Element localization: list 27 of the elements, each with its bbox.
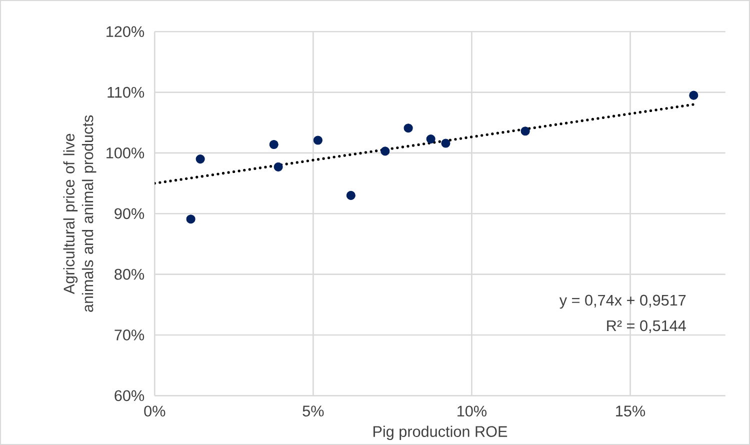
- point: [520, 126, 530, 136]
- point: [426, 134, 436, 144]
- annotation: R² = 0,5144: [607, 320, 686, 333]
- x-tick-label: 15%: [616, 406, 646, 416]
- point: [441, 138, 450, 148]
- point: [346, 190, 356, 200]
- point: [186, 214, 196, 224]
- x-axis-title: Pig production ROE: [374, 426, 508, 440]
- y-tick-label: 100%: [106, 148, 144, 158]
- point: [689, 90, 698, 100]
- y-tick-label: 90%: [114, 208, 144, 220]
- point: [274, 162, 283, 172]
- y-tick-label: 80%: [114, 268, 144, 280]
- y-tick-label: 120%: [106, 26, 144, 38]
- point: [380, 146, 390, 156]
- y-axis-title: Agricultural price of live animals and animal products: [63, 115, 96, 312]
- y-tick-label: 60%: [114, 390, 144, 402]
- x-tick-label: 10%: [458, 406, 487, 417]
- x-tick-label: 0%: [144, 406, 166, 417]
- point: [404, 124, 413, 133]
- y-tick-label: 70%: [114, 330, 144, 340]
- x-tick-label: 5%: [302, 406, 324, 416]
- point: [313, 136, 322, 145]
- point: [196, 154, 205, 164]
- point: [269, 140, 278, 150]
- y-tick-label: 110%: [108, 86, 144, 98]
- annotation: y = 0,74x + 0,9517: [559, 294, 686, 309]
